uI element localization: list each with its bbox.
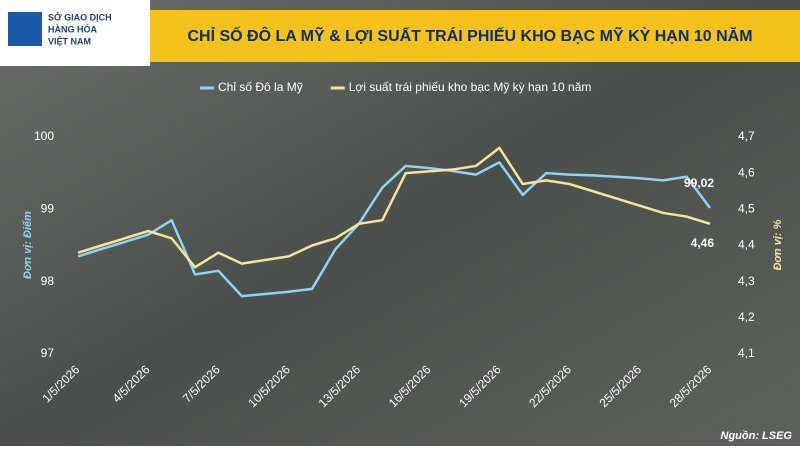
y-tick-label: 97 xyxy=(41,346,55,360)
logo-text: VIỆT NAM xyxy=(48,35,91,46)
legend-label: Lợi suất trái phiếu kho bạc Mỹ kỳ hạn 10… xyxy=(349,80,592,94)
source: Nguồn: LSEG xyxy=(721,430,793,442)
chart-title: CHỈ SỐ ĐÔ LA MỸ & LỢI SUẤT TRÁI PHIẾU KH… xyxy=(187,25,752,45)
y2-tick-label: 4,6 xyxy=(738,165,755,179)
y2-tick-label: 4,5 xyxy=(738,202,755,216)
y-tick-label: 99 xyxy=(41,202,55,216)
y2-tick-label: 4,1 xyxy=(738,346,755,360)
y2-tick-label: 4,4 xyxy=(738,238,755,252)
y2-tick-label: 4,3 xyxy=(738,274,755,288)
logo-icon xyxy=(8,12,42,46)
logo-text: SỞ GIAO DỊCH xyxy=(48,11,112,22)
y-axis-title: Đơn vị: Điểm xyxy=(22,211,34,279)
value-label: 99,02 xyxy=(684,176,714,190)
y-tick-label: 98 xyxy=(41,274,55,288)
y2-axis-title: Đơn vị: % xyxy=(772,219,784,270)
title-banner xyxy=(130,10,800,62)
value-label: 4,46 xyxy=(691,236,715,250)
y2-tick-label: 4,7 xyxy=(738,129,755,143)
logo-text: HÀNG HÓA xyxy=(48,23,97,34)
y-tick-label: 100 xyxy=(34,129,54,143)
series-line xyxy=(77,161,711,298)
series-line xyxy=(77,146,711,269)
y2-tick-label: 4,2 xyxy=(738,310,755,324)
legend-label: Chỉ số Đô la Mỹ xyxy=(218,80,303,94)
